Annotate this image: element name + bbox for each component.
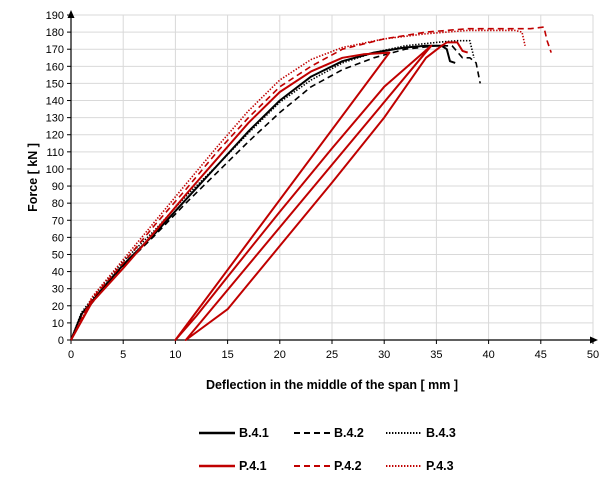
x-tick-label: 50	[587, 349, 599, 361]
series-B-4-3	[70, 39, 475, 341]
x-axis-label: Deflection in the middle of the span [ m…	[206, 378, 458, 392]
y-tick-label: 30	[52, 284, 64, 296]
y-tick-label: 90	[52, 181, 64, 193]
legend-label: P.4.2	[334, 459, 362, 473]
x-tick-label: 30	[378, 349, 390, 361]
x-tick-label: 0	[68, 349, 74, 361]
y-tick-label: 10	[52, 318, 64, 330]
x-tick-label: 20	[274, 349, 286, 361]
y-tick-label: 170	[46, 44, 64, 56]
grid-layer	[71, 14, 594, 340]
legend-label: P.4.3	[426, 459, 454, 473]
x-tick-label: 5	[120, 349, 126, 361]
y-tick-label: 150	[46, 78, 64, 90]
y-axis-label: Force [ kN ]	[26, 143, 40, 212]
x-tick-label: 40	[482, 349, 494, 361]
y-tick-label: 20	[52, 301, 64, 313]
y-tick-label: 40	[52, 267, 64, 279]
series-P-4-2	[70, 26, 552, 341]
legend: B.4.1 B.4.2 B.4.3 P.4.1 P.4.2 P.4.3	[199, 426, 456, 473]
y-tick-label: 180	[46, 27, 64, 39]
y-tick-label: 70	[52, 215, 64, 227]
y-tick-label: 190	[46, 10, 64, 22]
x-tick-label: 15	[221, 349, 233, 361]
y-tick-label: 130	[46, 113, 64, 125]
legend-label: P.4.1	[239, 459, 267, 473]
series-B-4-2	[70, 44, 481, 341]
legend-label: B.4.1	[239, 426, 269, 440]
y-tick-label: 60	[52, 232, 64, 244]
x-tick-label: 10	[169, 349, 181, 361]
legend-label: B.4.2	[334, 426, 364, 440]
x-axis-arrow	[590, 336, 598, 344]
y-axis-arrow	[67, 10, 75, 18]
y-tick-label: 110	[46, 147, 64, 159]
legend-label: B.4.3	[426, 426, 456, 440]
y-tick-label: 160	[46, 61, 64, 73]
y-tick-label: 80	[52, 198, 64, 210]
y-tick-label: 100	[46, 164, 64, 176]
series-layer	[70, 26, 552, 341]
y-tick-label: 140	[46, 96, 64, 108]
series-B-4-1	[70, 44, 456, 341]
series-P-4-1	[70, 41, 469, 341]
y-tick-label: 120	[46, 130, 64, 142]
y-tick-label: 0	[58, 335, 64, 347]
y-tick-label: 50	[52, 249, 64, 261]
x-tick-label: 45	[535, 349, 547, 361]
axes-layer: 0102030405060708090100110120130140150160…	[46, 10, 599, 361]
series-P-4-3	[70, 29, 526, 341]
x-tick-label: 35	[430, 349, 442, 361]
x-tick-label: 25	[326, 349, 338, 361]
